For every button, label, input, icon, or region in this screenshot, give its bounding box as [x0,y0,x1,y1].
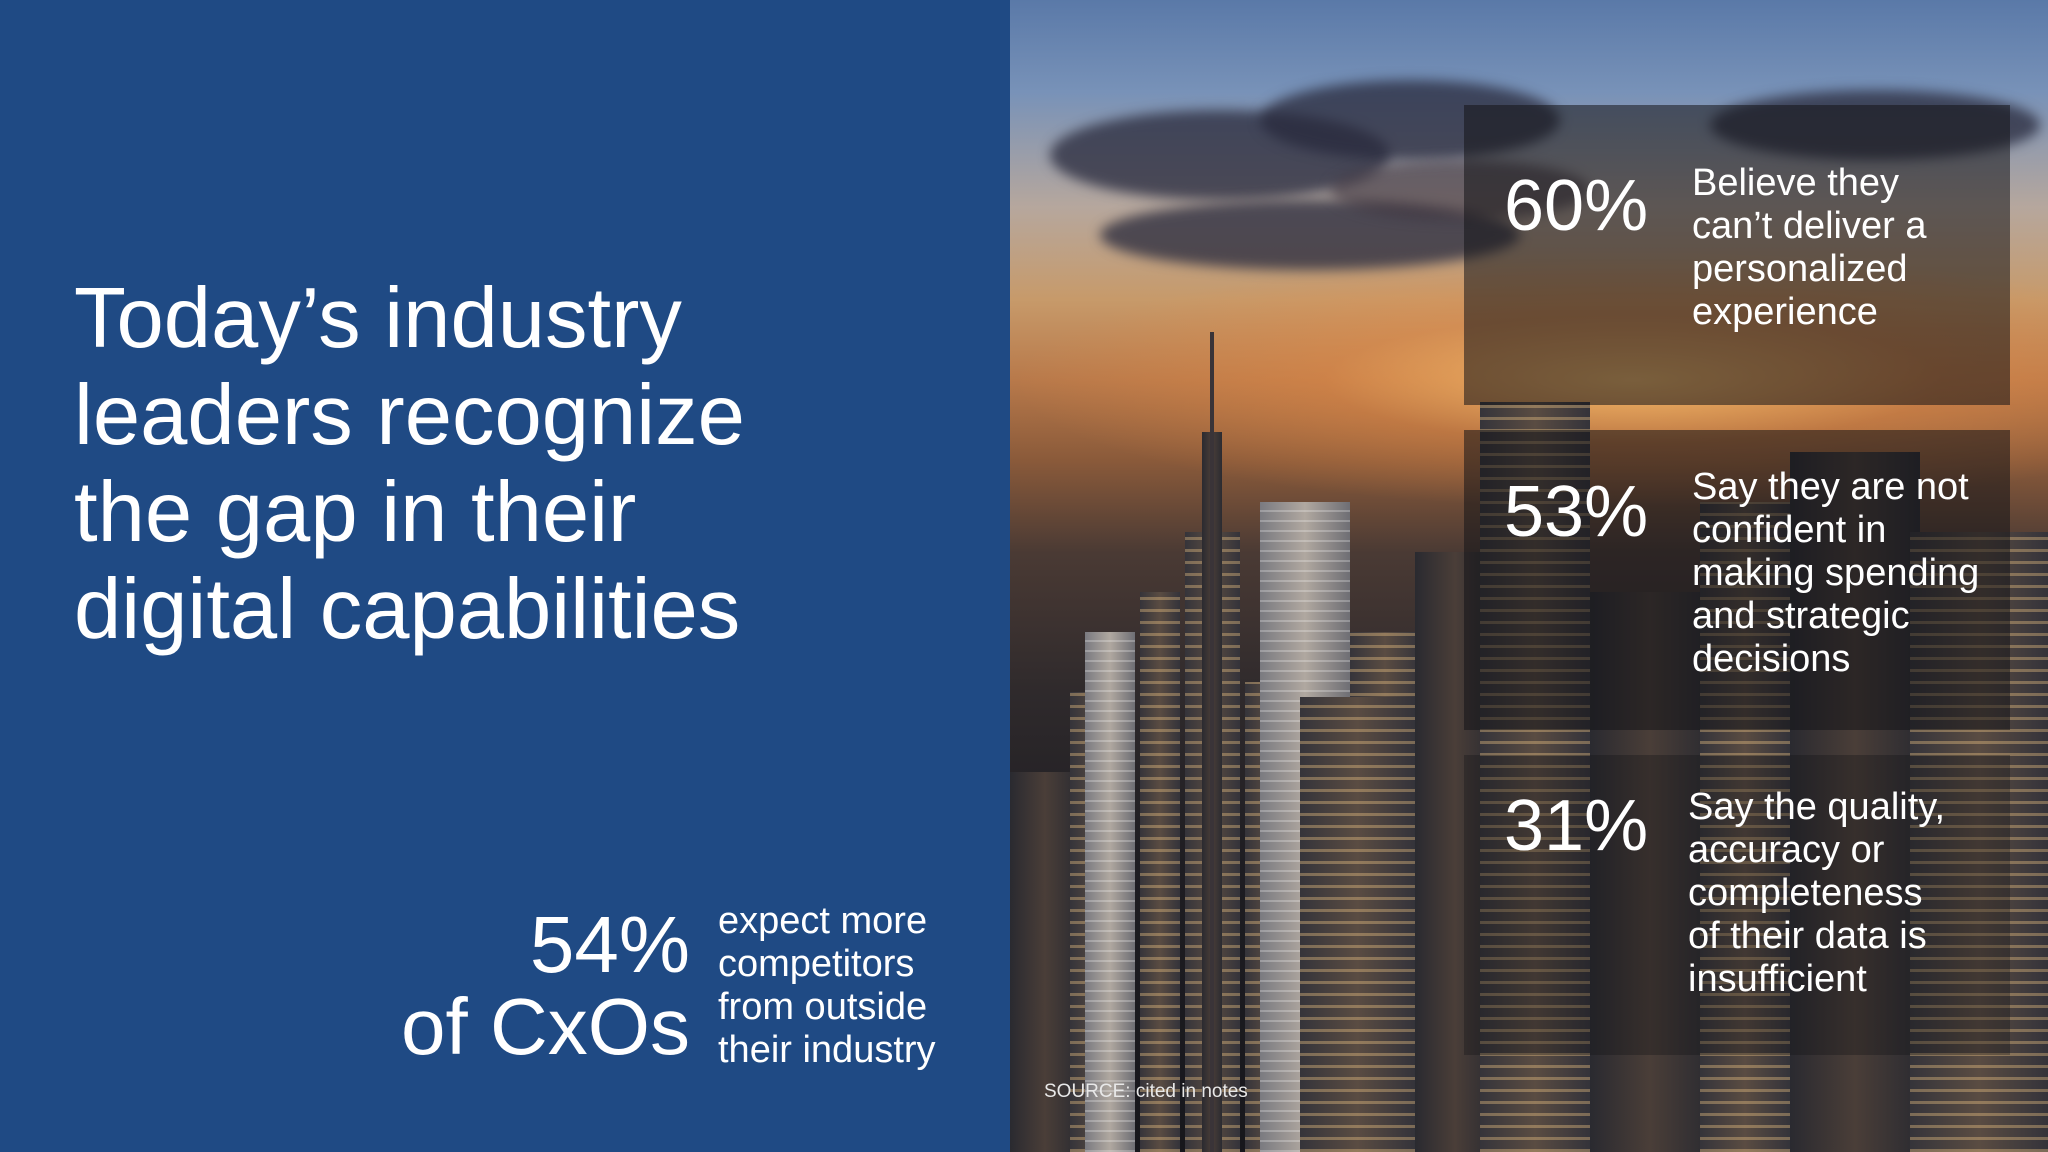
headline-line-1: Today’s industry [74,271,682,366]
stat-60-line-4: experience [1692,291,1878,333]
stat-value-31: 31% [1504,786,1649,866]
stat-31-line-2: accuracy or [1688,829,1885,871]
stat-53-line-1: Say they are not [1692,466,1969,508]
building [1140,592,1180,1152]
cxo-desc-line-2: competitors [718,943,915,985]
stat-31-line-4: of their data is [1688,915,1927,957]
left-panel: Today’s industry leaders recognize the g… [0,0,1010,1152]
cxo-stat-value: 54% [529,900,690,989]
headline: Today’s industry leaders recognize the g… [74,270,974,658]
headline-line-3: the gap in their [74,465,637,560]
building [1010,772,1080,1152]
headline-line-2: leaders recognize [74,368,745,463]
stat-53-line-4: and strategic [1692,595,1910,637]
stat-box-31 [1464,755,2010,1055]
stat-box-53 [1464,430,2010,730]
stat-60-line-1: Believe they [1692,162,1900,204]
stat-60-line-3: personalized [1692,248,1908,290]
building [1210,332,1214,1152]
stat-description-31: Say the quality, accuracy or completenes… [1688,786,2008,1001]
stat-value-60: 60% [1504,166,1649,246]
stat-31-line-3: completeness [1688,872,1923,914]
cxo-stat: 54% of CxOs expect more competitors from… [380,900,1000,1080]
cxo-stat-description: expect more competitors from outside the… [718,900,988,1072]
stat-60-line-2: can’t deliver a [1692,205,1927,247]
stat-31-line-1: Say the quality, [1688,786,1946,828]
stat-description-53: Say they are not confident in making spe… [1692,466,2022,681]
cxo-desc-line-3: from outside [718,986,928,1028]
building [1300,697,1415,1152]
cxo-desc-line-1: expect more [718,900,928,942]
stat-53-line-5: decisions [1692,638,1851,680]
stat-value-53: 53% [1504,472,1649,552]
stat-description-60: Believe they can’t deliver a personalize… [1692,162,2012,334]
stat-53-line-2: confident in [1692,509,1887,551]
stat-box-60 [1464,105,2010,405]
stat-31-line-5: insufficient [1688,958,1867,1000]
source-note: SOURCE: cited in notes [1044,1081,1248,1102]
building [1085,632,1135,1152]
stat-53-line-3: making spending [1692,552,1980,594]
cxo-desc-line-4: their industry [718,1029,936,1071]
headline-line-4: digital capabilities [74,562,741,657]
cxo-stat-subject: of CxOs [401,982,690,1071]
